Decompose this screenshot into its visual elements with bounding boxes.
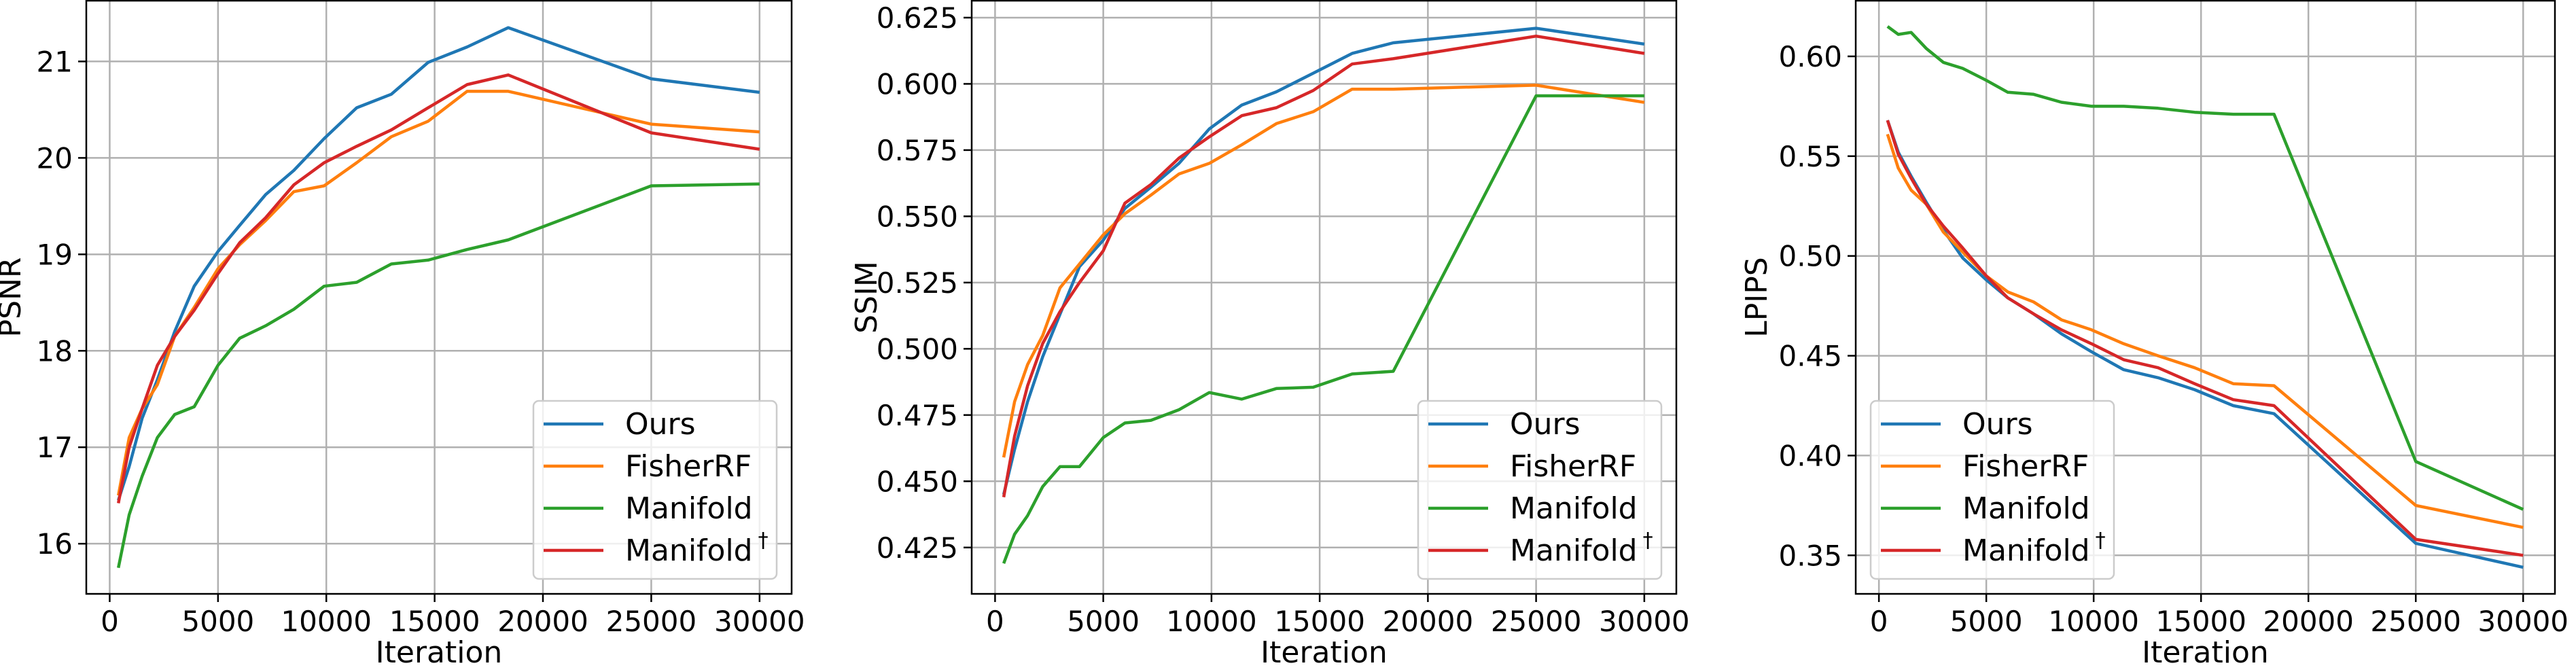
y-tick-label: 0.625	[877, 1, 958, 35]
x-tick-label: 25000	[606, 605, 697, 638]
series-line-fisherrf	[1002, 84, 1645, 458]
x-tick-label: 25000	[2370, 605, 2461, 638]
legend-label: Manifold †	[625, 529, 769, 568]
legend-label-name: Ours	[625, 407, 696, 442]
x-tick-label: 10000	[281, 605, 372, 638]
series-line-manifold	[1886, 25, 2524, 511]
x-axis-label: Iteration	[1260, 635, 1388, 670]
y-axis-label: PSNR	[0, 258, 28, 338]
x-tick-label: 30000	[1599, 605, 1690, 638]
y-axis-label: LPIPS	[1740, 257, 1774, 338]
legend-label: Manifold †	[1962, 529, 2106, 568]
legend-label: Ours	[1510, 407, 1581, 442]
x-tick-label: 30000	[714, 605, 805, 638]
x-axis-label: Iteration	[376, 635, 503, 670]
subplot-ssim: 0 5000 10000 15000 20000 25000 30000 0.425 0.450…	[849, 0, 1690, 670]
y-axis-label: SSIM	[849, 261, 884, 334]
legend-label-name: Manifold	[1510, 533, 1638, 568]
y-tick-label: 21	[37, 45, 73, 78]
series-line-manifold	[1002, 94, 1644, 564]
series-line-ours	[1002, 26, 1645, 495]
legend-label: Manifold †	[1510, 529, 1653, 568]
x-tick-label: 0	[1870, 605, 1888, 638]
x-axis-label: Iteration	[2142, 635, 2269, 670]
y-tick-label: 0.40	[1778, 439, 1842, 472]
y-tick-label: 0.35	[1778, 539, 1842, 572]
legend-label-name: Manifold	[1510, 491, 1638, 526]
y-tick-label: 0.525	[877, 266, 958, 300]
legend-label-superscript: †	[758, 529, 769, 552]
legend-box	[1417, 400, 1663, 580]
legend-label: Ours	[1962, 407, 2033, 442]
legend-label: FisherRF	[1962, 449, 2089, 484]
series-line-manifold	[116, 182, 760, 569]
x-tick-label: 5000	[181, 605, 254, 638]
x-tick-label: 15000	[1274, 605, 1365, 638]
legend-box	[1869, 400, 2115, 580]
x-tick-label: 25000	[1491, 605, 1582, 638]
y-tick-label: 16	[37, 527, 73, 561]
y-tick-label: 0.60	[1778, 40, 1842, 73]
x-tick-label: 0	[101, 605, 119, 638]
legend-label-name: Manifold	[1962, 491, 2090, 526]
legend-label-name: FisherRF	[1510, 449, 1636, 484]
y-tick-label: 18	[37, 334, 73, 368]
y-tick-label: 0.45	[1778, 340, 1842, 373]
x-tick-label: 20000	[497, 605, 588, 638]
y-tick-label: 17	[37, 431, 73, 464]
x-tick-label: 10000	[2048, 605, 2139, 638]
legend-label-name: Manifold	[1962, 533, 2090, 568]
y-tick-label: 0.550	[877, 200, 958, 233]
legend-label-name: Manifold	[625, 533, 753, 568]
y-tick-label: 0.575	[877, 134, 958, 167]
legend-label-superscript: †	[1643, 529, 1653, 552]
x-tick-label: 20000	[2263, 605, 2354, 638]
legend-label-name: Manifold	[625, 491, 753, 526]
legend: Ours FisherRF Manifold Manifold †	[1869, 400, 2115, 580]
y-tick-label: 0.425	[877, 531, 958, 565]
legend-label-name: Ours	[1962, 407, 2033, 442]
x-tick-label: 30000	[2477, 605, 2569, 638]
legend-label: Manifold	[625, 491, 753, 526]
x-tick-label: 15000	[2155, 605, 2246, 638]
series-line-manifold-dagger	[1002, 34, 1645, 498]
y-tick-label: 19	[37, 238, 73, 271]
legend-label: Manifold	[1510, 491, 1638, 526]
series-line-manifold-dagger	[116, 73, 760, 504]
y-tick-label: 0.450	[877, 465, 958, 498]
y-tick-label: 0.50	[1778, 240, 1842, 273]
axes-frame	[1854, 0, 2556, 595]
x-tick-label: 5000	[1067, 605, 1140, 638]
axes-frame	[85, 0, 793, 595]
series-line-manifold-dagger	[1886, 120, 2524, 557]
series-line-fisherrf	[116, 90, 760, 496]
subplot-lpips: 0 5000 10000 15000 20000 25000 30000 0.35 0.40 0.…	[1740, 0, 2569, 670]
legend-label: FisherRF	[1510, 449, 1636, 484]
y-tick-label: 0.55	[1778, 140, 1842, 173]
x-tick-label: 5000	[1950, 605, 2023, 638]
x-tick-label: 15000	[389, 605, 480, 638]
y-tick-label: 0.475	[877, 399, 958, 432]
legend-label: Ours	[625, 407, 696, 442]
legend-label-name: Ours	[1510, 407, 1581, 442]
y-tick-label: 0.500	[877, 332, 958, 366]
x-tick-label: 20000	[1383, 605, 1474, 638]
legend-label-name: FisherRF	[625, 449, 752, 484]
y-tick-label: 0.600	[877, 67, 958, 101]
subplot-psnr: 0 5000 10000 15000 20000 25000 30000 16 17 18 19 20…	[0, 0, 805, 670]
legend-label: Manifold	[1962, 491, 2090, 526]
legend-label-name: FisherRF	[1962, 449, 2089, 484]
legend-label: FisherRF	[625, 449, 752, 484]
x-tick-label: 0	[986, 605, 1004, 638]
legend-box	[532, 400, 778, 580]
y-tick-label: 20	[37, 141, 73, 175]
legend-label-superscript: †	[2096, 529, 2106, 552]
axes-frame	[970, 0, 1678, 595]
x-tick-label: 10000	[1166, 605, 1257, 638]
